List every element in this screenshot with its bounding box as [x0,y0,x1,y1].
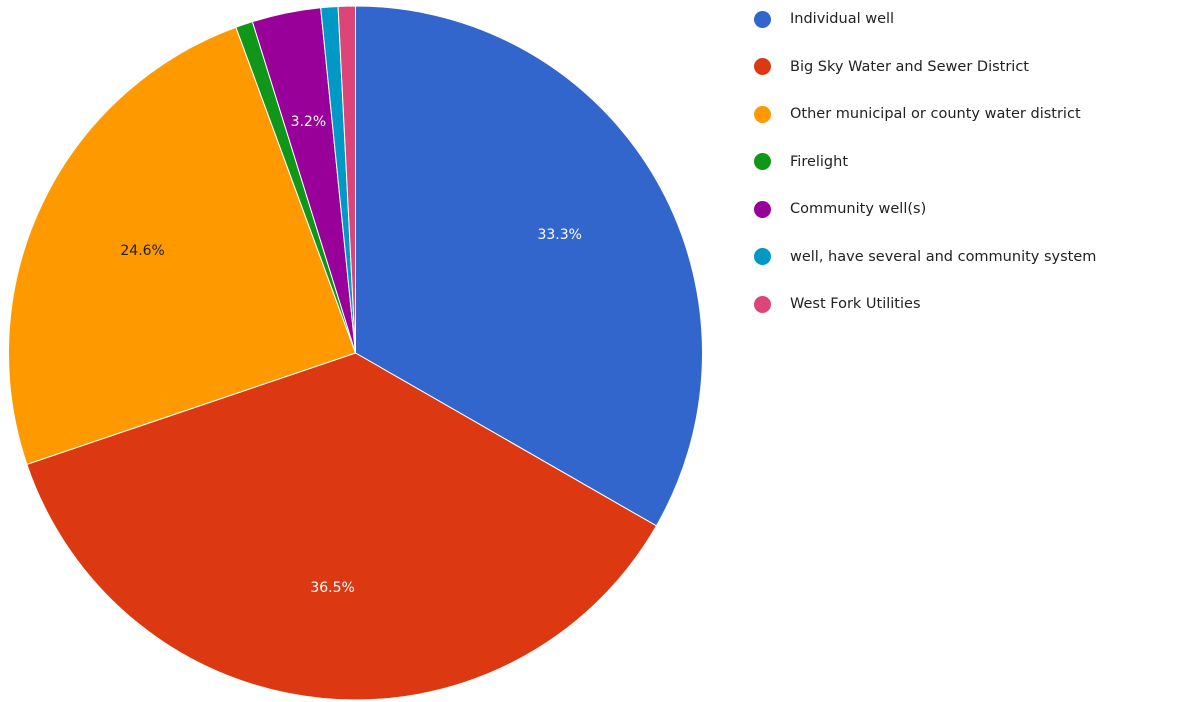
pie-slice-big-sky-water-and-sewer-district[interactable] [26,352,658,701]
legend-label: West Fork Utilities [790,296,921,312]
legend-item-other-municipal-water-district[interactable]: Other municipal or county water district [748,102,1185,126]
legend-swatch [754,248,771,265]
legend: Individual well Big Sky Water and Sewer … [748,7,1185,340]
slice-data-label-other-municipal-or-county-water-district: 24.6% [120,243,164,259]
slice-data-label-individual-well: 33.3% [537,227,581,243]
legend-label: Community well(s) [790,201,927,217]
pie-chart-svg: 33.3% 36.5% 24.6% 3.2% [8,5,703,701]
legend-item-west-fork-utilities[interactable]: West Fork Utilities [748,292,1185,316]
legend-label: well, have several and community system [790,248,1097,265]
pie-slices [8,5,703,701]
legend-item-individual-well[interactable]: Individual well [748,7,1185,31]
legend-swatch [754,153,771,170]
legend-item-firelight[interactable]: Firelight [748,150,1185,174]
pie-slice-west-fork-utilities[interactable] [337,5,356,354]
legend-item-big-sky-water-and-sewer-district[interactable]: Big Sky Water and Sewer District [748,55,1185,79]
legend-label: Individual well [790,11,895,27]
legend-swatch [754,10,771,28]
pie-slice-other-municipal-or-county-water-district[interactable] [8,26,357,466]
legend-swatch [754,200,771,218]
legend-item-community-wells[interactable]: Community well(s) [748,197,1185,221]
legend-item-well-several-community-system[interactable]: well, have several and community system [748,245,1185,269]
legend-label: Other municipal or county water district [790,106,1081,122]
legend-swatch [754,58,771,75]
legend-swatch [754,295,771,313]
pie-data-labels: 33.3% 36.5% 24.6% 3.2% [120,114,582,596]
legend-swatch [754,105,771,123]
slice-data-label-big-sky-water-and-sewer-district: 36.5% [310,580,354,596]
legend-label: Big Sky Water and Sewer District [790,58,1029,75]
legend-label: Firelight [790,153,849,170]
slice-data-label-community-well-s: 3.2% [291,114,327,130]
pie-slice-individual-well[interactable] [355,5,703,527]
